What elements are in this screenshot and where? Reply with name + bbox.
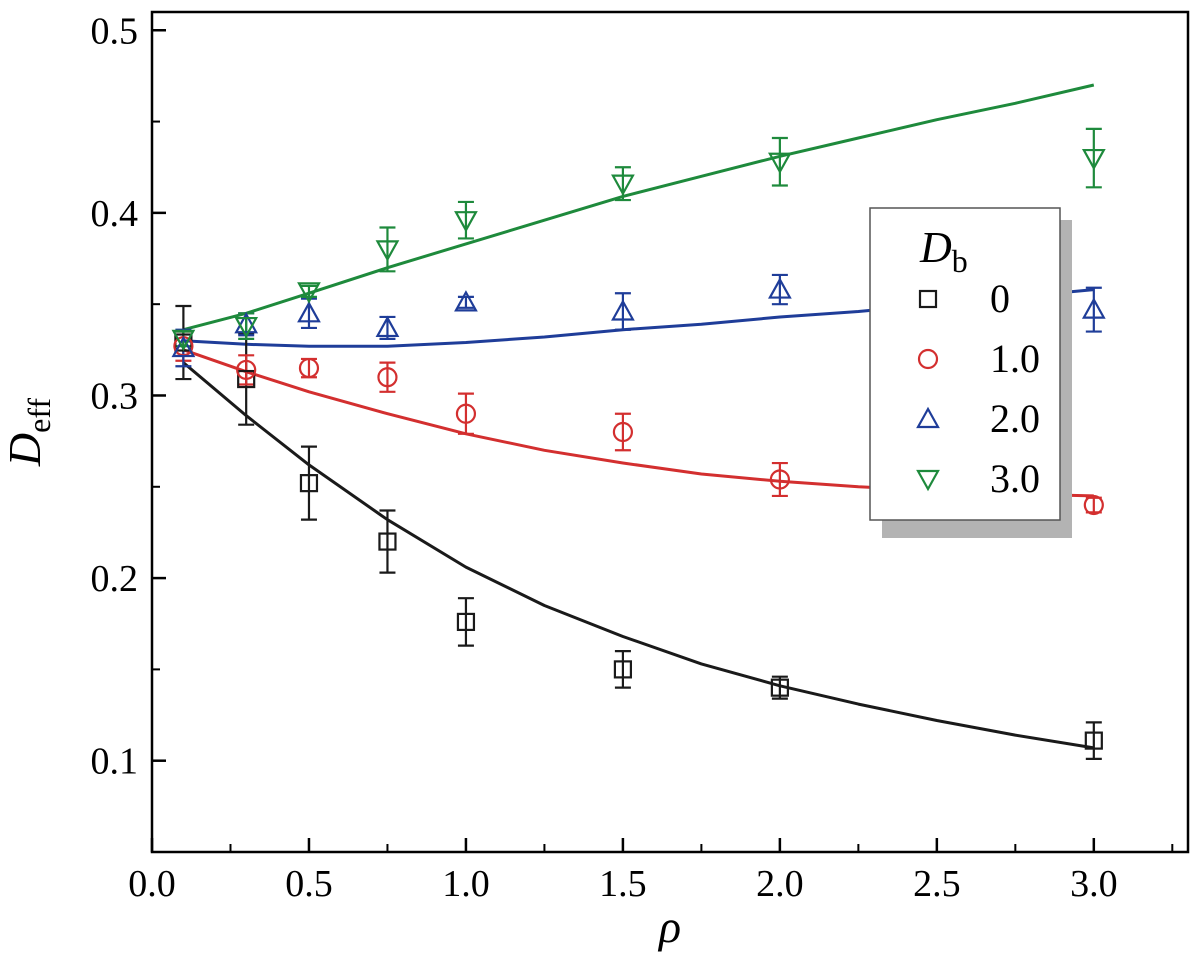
triangle-down-marker	[297, 282, 321, 304]
triangle-down-marker	[375, 240, 400, 262]
triangle-down-marker	[454, 211, 478, 233]
error-bar	[457, 295, 474, 309]
y-tick-label: 0.1	[91, 741, 139, 783]
error-bar	[1085, 721, 1102, 760]
circle-marker	[917, 348, 939, 370]
triangle-down-marker	[1081, 148, 1106, 171]
triangle-up-marker	[916, 406, 940, 429]
legend-item-label: 1.0	[990, 336, 1040, 381]
x-tick-label: 3.0	[1070, 863, 1118, 905]
square-marker	[378, 532, 397, 551]
y-axis-ticks: 0.1 0.2 0.3 0.4 0.5	[91, 10, 166, 783]
triangle-up-marker	[171, 335, 196, 358]
error-bar	[1085, 127, 1102, 189]
square-marker	[613, 660, 633, 679]
triangle-down-marker	[768, 152, 792, 175]
y-tick-label: 0.2	[91, 558, 139, 600]
square-marker	[770, 678, 789, 697]
legend-box	[869, 207, 1061, 521]
triangle-up-marker	[611, 299, 635, 321]
triangle-down-marker	[611, 174, 635, 196]
triangle-up-marker	[454, 290, 478, 312]
legend-title-main: D	[919, 223, 952, 272]
square-marker	[299, 474, 319, 493]
error-bar	[771, 461, 788, 498]
y-tick-label: 0.5	[91, 10, 139, 52]
legend-item-label: 3.0	[990, 456, 1040, 501]
error-bar	[614, 650, 631, 689]
plot-frame	[150, 10, 1190, 854]
x-tick-label: 1.5	[599, 863, 647, 905]
legend-item: 1.0	[917, 336, 1040, 381]
triangle-up-marker	[1081, 297, 1106, 319]
circle-marker	[236, 359, 257, 381]
x-tick-label: 2.5	[913, 863, 961, 905]
square-marker	[1084, 731, 1103, 750]
triangle-down-marker	[234, 316, 259, 339]
square-marker	[918, 289, 938, 309]
legend-items: 0 1.0 2.0 3.0	[916, 276, 1040, 501]
error-bar	[300, 445, 317, 521]
circle-marker	[298, 357, 320, 379]
y-tick-label: 0.4	[91, 193, 139, 235]
triangle-up-marker	[234, 311, 259, 334]
legend-title: Db	[919, 223, 968, 279]
legend-item-label: 2.0	[990, 396, 1040, 441]
x-tick-label: 2.0	[756, 863, 804, 905]
square-marker	[456, 612, 476, 632]
data-markers	[171, 148, 1106, 750]
y-tick-label: 0.3	[91, 375, 139, 417]
legend-item-label: 0	[990, 276, 1010, 321]
legend-title-sub: b	[952, 243, 968, 279]
error-bar	[771, 136, 788, 187]
legend-item: 0	[918, 276, 1010, 321]
legend-item: 2.0	[916, 396, 1040, 441]
error-bar	[1085, 286, 1102, 333]
error-bar	[379, 226, 396, 273]
triangle-down-marker	[171, 329, 196, 352]
x-tick-label: 0.0	[128, 863, 176, 905]
y-axis-label: Deff	[0, 398, 57, 468]
error-bar	[457, 597, 474, 647]
x-axis-label: ρ	[657, 901, 681, 952]
circle-marker	[1083, 494, 1104, 516]
error-bar	[300, 284, 317, 298]
triangle-down-marker	[916, 469, 940, 492]
triangle-up-marker	[375, 315, 400, 338]
circle-marker	[455, 403, 477, 424]
square-marker	[237, 369, 256, 389]
triangle-up-marker	[768, 277, 792, 299]
triangle-up-marker	[297, 301, 321, 323]
legend-item: 3.0	[916, 456, 1040, 501]
y-axis-label-sub: eff	[21, 398, 57, 433]
error-bar	[614, 412, 631, 452]
error-bar	[457, 392, 474, 435]
legend: Db 0 1.0 2.0 3.0	[869, 207, 1072, 538]
x-tick-label: 0.5	[285, 863, 333, 905]
error-bar	[379, 509, 396, 574]
y-axis-label-main: D	[0, 433, 50, 467]
x-axis-ticks: 0.0 0.5 1.0 1.5 2.0 2.5 3.0	[128, 838, 1174, 905]
circle-marker	[612, 421, 634, 443]
x-tick-label: 1.0	[442, 863, 490, 905]
circle-marker	[377, 367, 398, 388]
circle-marker	[769, 469, 790, 490]
